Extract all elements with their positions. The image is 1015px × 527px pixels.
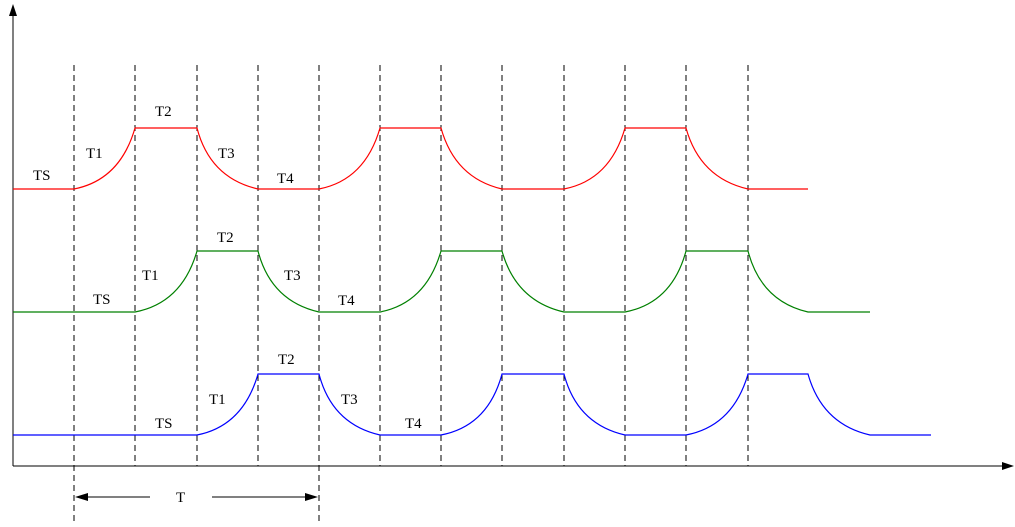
waveform-middle: [13, 250, 870, 313]
waveform-bottom: [13, 373, 931, 436]
label-ts: TS: [33, 168, 51, 184]
label-t3: T3: [284, 268, 301, 284]
label-t4: T4: [405, 416, 422, 432]
period-arrow-right-icon: [305, 493, 318, 501]
label-t4: T4: [277, 171, 294, 187]
period-arrow-left-icon: [75, 493, 88, 501]
label-ts: TS: [155, 416, 173, 432]
label-t1: T1: [209, 392, 226, 408]
label-t1: T1: [86, 146, 103, 162]
label-period: T: [176, 490, 185, 506]
label-ts: TS: [93, 292, 111, 308]
time-guides: [73, 65, 749, 524]
label-t4: T4: [338, 293, 355, 309]
x-axis-arrow-icon: [1002, 462, 1014, 470]
period-indicator: [75, 493, 318, 501]
label-t1: T1: [142, 268, 159, 284]
y-axis-arrow-icon: [9, 4, 17, 16]
label-t3: T3: [218, 146, 235, 162]
label-t2: T2: [278, 352, 295, 368]
label-t2: T2: [155, 104, 172, 120]
label-t2: T2: [217, 230, 234, 246]
axes: [9, 4, 1014, 470]
label-t3: T3: [341, 392, 358, 408]
waveform-top: [13, 127, 808, 190]
